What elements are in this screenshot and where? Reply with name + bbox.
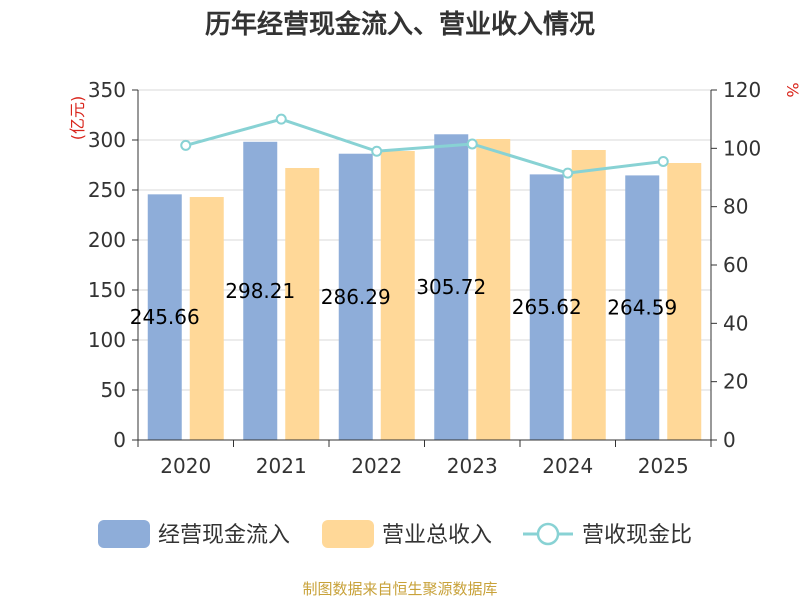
legend-label-total-revenue: 营业总收入	[382, 523, 492, 548]
legend-swatch-total-revenue	[322, 520, 374, 548]
x-tick-label: 2020	[160, 454, 211, 478]
x-tick-label: 2024	[542, 454, 593, 478]
right-tick-label: 80	[723, 195, 748, 219]
left-tick-label: 300	[88, 128, 126, 152]
right-tick-label: 60	[723, 253, 748, 277]
x-tick-label: 2021	[256, 454, 307, 478]
right-tick-label: 100	[723, 136, 761, 160]
left-tick-label: 150	[88, 278, 126, 302]
bar-total-revenue	[476, 139, 511, 440]
bar-total-revenue	[667, 163, 702, 440]
ratio-point	[466, 138, 478, 150]
bar-total-revenue	[189, 197, 224, 440]
legend-label-cash-inflow: 经营现金流入	[158, 523, 290, 548]
right-tick-label: 40	[723, 311, 748, 335]
axes: 0 50 100 150 200 250 300 350 0 20 40 60 80 100 120 2020…	[88, 78, 761, 478]
right-axis-unit: %	[783, 82, 800, 97]
data-labels: 245.66 298.21 286.29 305.72 265.62 264.59	[130, 275, 677, 329]
source-note: 制图数据来自恒生聚源数据库	[302, 580, 497, 598]
data-label-cash-inflow: 265.62	[512, 295, 582, 319]
x-tick-label: 2022	[351, 454, 402, 478]
ratio-point	[275, 113, 287, 125]
left-tick-label: 250	[88, 178, 126, 202]
legend-swatch-cash-inflow	[98, 520, 150, 548]
left-axis-unit: (亿元)	[68, 96, 87, 141]
left-tick-label: 200	[88, 228, 126, 252]
x-tick-label: 2025	[638, 454, 689, 478]
chart-title: 历年经营现金流入、营业收入情况	[205, 9, 595, 40]
data-label-cash-inflow: 286.29	[321, 285, 391, 309]
data-label-cash-inflow: 298.21	[225, 279, 295, 303]
right-tick-label: 120	[723, 78, 761, 102]
data-label-cash-inflow: 305.72	[416, 275, 486, 299]
right-tick-label: 20	[723, 370, 748, 394]
ratio-point	[371, 145, 383, 157]
ratio-series-line	[185, 117, 664, 175]
left-tick-label: 50	[101, 378, 126, 402]
legend-label-ratio: 营收现金比	[582, 523, 692, 548]
bar-cash-inflow	[434, 134, 469, 440]
ratio-point	[657, 155, 669, 167]
left-tick-label: 0	[113, 428, 126, 452]
x-tick-label: 2023	[447, 454, 498, 478]
ratio-point	[180, 139, 192, 151]
gridlines	[138, 89, 711, 391]
bar-total-revenue	[380, 151, 415, 440]
bar-cash-inflow	[338, 153, 373, 440]
bar-cash-inflow	[147, 194, 182, 440]
bar-total-revenue	[285, 168, 320, 440]
left-tick-label: 350	[88, 78, 126, 102]
left-tick-label: 100	[88, 328, 126, 352]
bars	[147, 134, 702, 441]
legend: 经营现金流入 营业总收入 营收现金比	[98, 520, 692, 548]
ratio-point	[562, 167, 574, 179]
bar-cash-inflow	[243, 141, 278, 441]
bar-cash-inflow	[625, 175, 660, 440]
bar-total-revenue	[571, 150, 606, 440]
data-label-cash-inflow: 245.66	[130, 305, 200, 329]
data-label-cash-inflow: 264.59	[607, 296, 677, 320]
ratio-line	[180, 113, 669, 179]
legend-swatch-ratio-marker	[536, 522, 560, 546]
right-tick-label: 0	[723, 428, 736, 452]
bar-cash-inflow	[529, 174, 564, 440]
